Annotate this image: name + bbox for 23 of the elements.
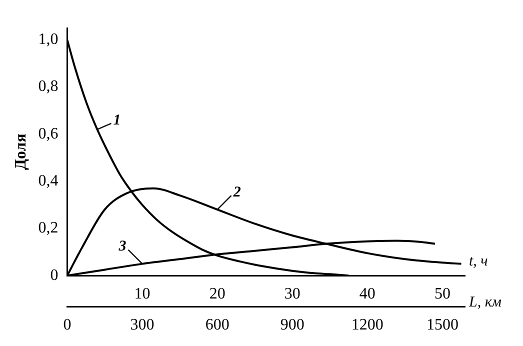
y-tick-label: 0 bbox=[50, 266, 58, 284]
x2-tick-label: 0 bbox=[63, 316, 72, 334]
y-tick-label: 0,6 bbox=[38, 125, 58, 142]
y-tick-label: 0,8 bbox=[38, 78, 58, 96]
y-tick-label: 0,2 bbox=[38, 220, 58, 237]
x2-tick-label: 900 bbox=[280, 316, 304, 334]
y-tick-label: 0,4 bbox=[38, 172, 58, 190]
y-tick-label: 1,0 bbox=[38, 30, 58, 48]
x2-axis-title: L, км bbox=[468, 294, 502, 311]
x-tick-label: 10 bbox=[134, 285, 150, 302]
x-tick-label: 30 bbox=[284, 285, 300, 302]
annotation: 2 bbox=[232, 184, 242, 200]
x2-tick-label: 600 bbox=[205, 316, 230, 334]
x-tick-label: 40 bbox=[359, 285, 376, 302]
x2-tick-label: 300 bbox=[130, 316, 154, 334]
annotation: 3 bbox=[118, 238, 127, 255]
x2-tick-label: 1200 bbox=[351, 316, 384, 334]
x-tick-label: 20 bbox=[209, 285, 226, 302]
y-axis-title: Доля bbox=[12, 133, 30, 170]
x-tick-label: 50 bbox=[434, 285, 450, 302]
x-axis-title: t, ч bbox=[469, 254, 488, 270]
annotation: 1 bbox=[113, 112, 121, 128]
x2-tick-label: 1500 bbox=[426, 316, 458, 334]
